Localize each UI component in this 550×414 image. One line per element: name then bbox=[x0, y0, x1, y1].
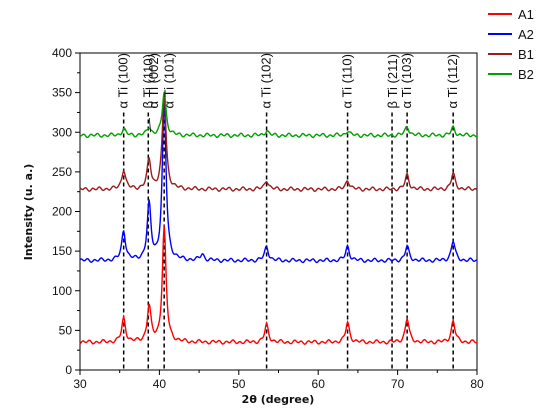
peak-label-5: α Ti (110) bbox=[340, 54, 355, 108]
y-tick-label-6: 300 bbox=[52, 125, 72, 139]
peak-label-0: α Ti (100) bbox=[116, 53, 131, 108]
peak-label-connector bbox=[148, 117, 152, 133]
legend-label-b1: B1 bbox=[518, 47, 534, 62]
peak-label-8: α Ti (112) bbox=[445, 54, 460, 108]
peak-label-7: α Ti (103) bbox=[399, 53, 414, 108]
y-tick-label-4: 200 bbox=[52, 205, 72, 219]
peak-labels: α Ti (100) β Ti (110)α Ti (002) α Ti (101)… bbox=[116, 53, 460, 133]
y-tick-label-2: 100 bbox=[52, 284, 72, 298]
peak-label-6: β Ti (211) bbox=[385, 54, 400, 108]
x-axis-title: 2θ (degree) bbox=[242, 393, 315, 406]
peak-label-3: α Ti (101) bbox=[162, 53, 177, 108]
x-tick-label-5: 80 bbox=[470, 377, 484, 391]
legend-label-a1: A1 bbox=[518, 7, 534, 22]
x-axis-ticks: 30 40 50 60 70 80 bbox=[73, 370, 484, 391]
y-tick-label-1: 50 bbox=[59, 323, 73, 337]
peak-label-2: α Ti (002) bbox=[146, 53, 161, 108]
series-line-a2 bbox=[79, 99, 478, 264]
legend-label-b2: B2 bbox=[518, 67, 534, 82]
series-line-b1 bbox=[79, 93, 478, 193]
series-line-b2 bbox=[79, 91, 478, 139]
y-tick-label-7: 350 bbox=[52, 86, 72, 100]
reference-lines bbox=[122, 112, 454, 370]
x-tick-label-1: 40 bbox=[153, 377, 167, 391]
x-tick-label-0: 30 bbox=[73, 377, 87, 391]
y-axis-title: Intensity (u. a.) bbox=[22, 164, 35, 261]
x-tick-label-3: 60 bbox=[312, 377, 326, 391]
series-line-a1 bbox=[79, 225, 478, 345]
legend: A1 A2 B1 B2 bbox=[488, 7, 534, 82]
x-tick-label-2: 50 bbox=[232, 377, 246, 391]
peak-label-4: α Ti (102) bbox=[259, 53, 274, 108]
y-tick-label-5: 250 bbox=[52, 165, 72, 179]
legend-label-a2: A2 bbox=[518, 27, 534, 42]
x-tick-label-4: 70 bbox=[391, 377, 405, 391]
y-axis-ticks: 0 50 100 150 200 250 300 350 400 bbox=[52, 46, 80, 377]
series-lines bbox=[79, 91, 478, 345]
y-tick-label-0: 0 bbox=[65, 363, 72, 377]
y-tick-label-3: 150 bbox=[52, 244, 72, 258]
y-tick-label-8: 400 bbox=[52, 46, 72, 60]
peak-label-1: β Ti (110) bbox=[140, 54, 155, 108]
